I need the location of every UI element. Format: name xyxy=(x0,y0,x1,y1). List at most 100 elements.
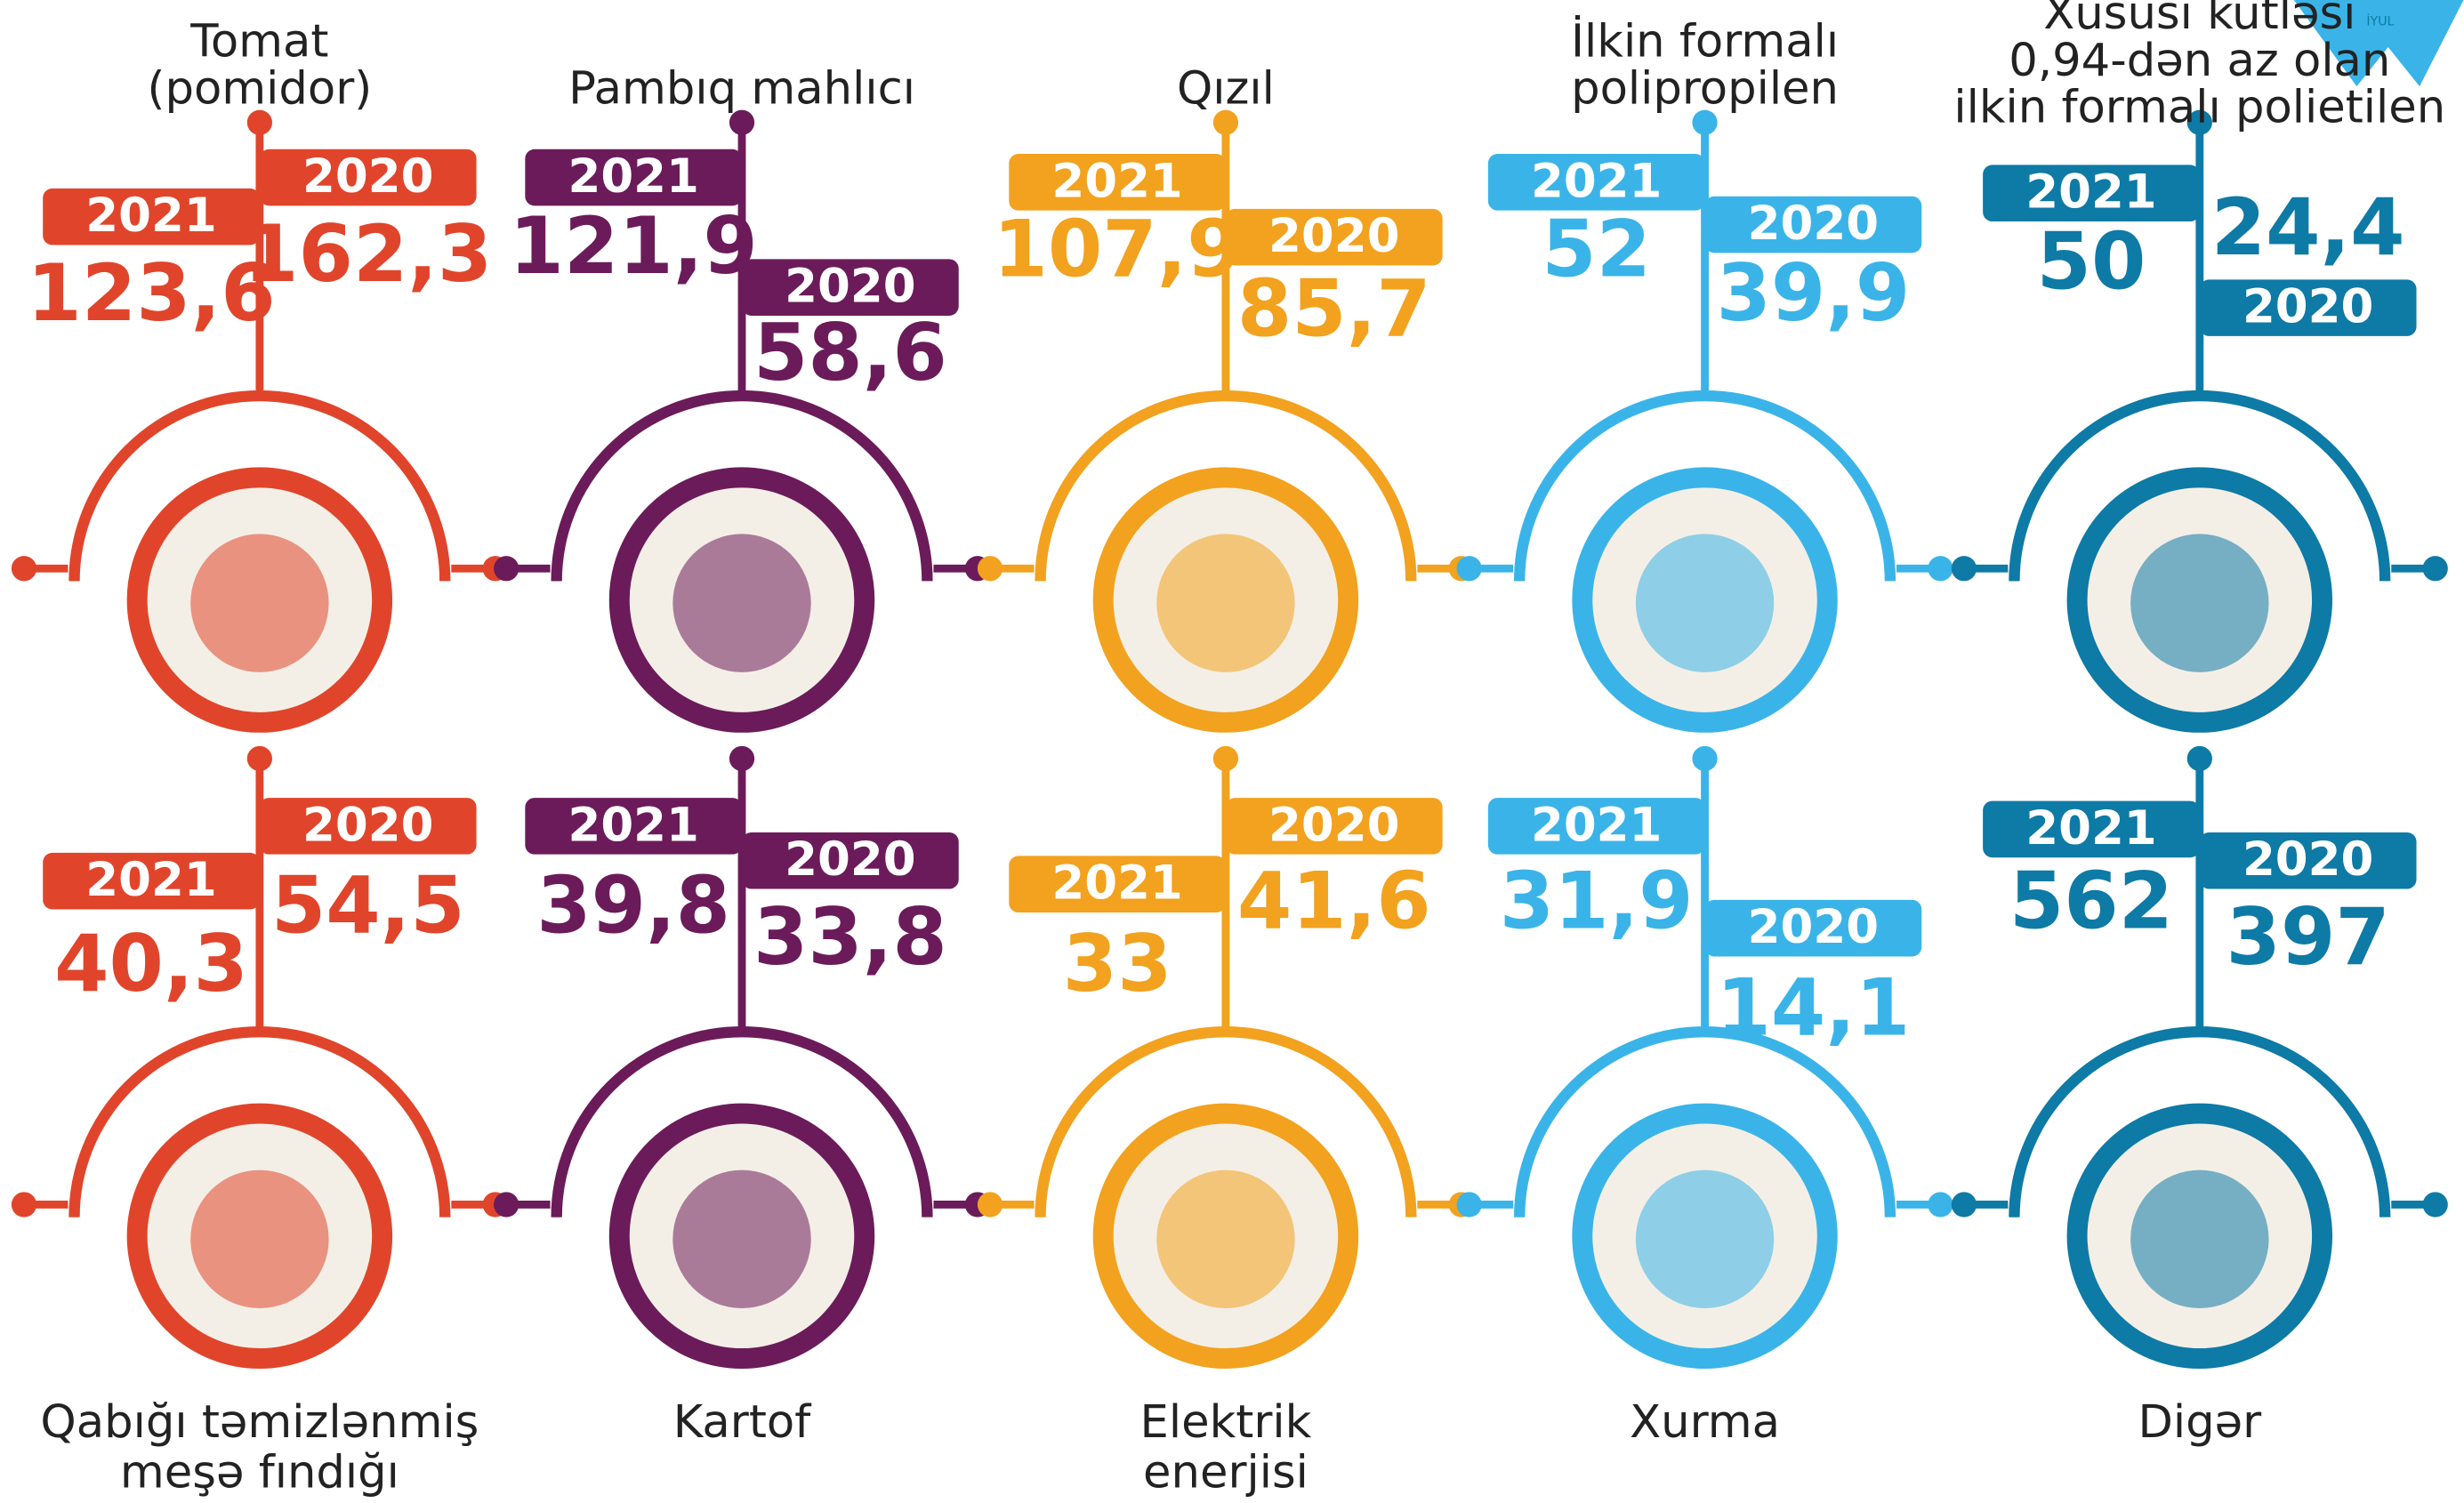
item-label: Qabığı təmizlənmiş xyxy=(40,1395,479,1449)
item-label: Elektrik xyxy=(1140,1395,1312,1449)
photo-subject xyxy=(1156,1169,1295,1309)
item-label: Kartof xyxy=(673,1395,812,1449)
value: 54,5 xyxy=(271,860,465,952)
year-box xyxy=(1225,208,1443,266)
year: 2020 xyxy=(1268,209,1399,263)
value: 107,9 xyxy=(993,203,1241,294)
year-box xyxy=(1009,856,1226,913)
stem-dot xyxy=(729,109,755,135)
value: 162,3 xyxy=(244,208,492,300)
photo-subject xyxy=(672,534,811,672)
photo-subject xyxy=(190,1169,329,1309)
year-box xyxy=(1704,899,1922,957)
year-box xyxy=(1487,154,1705,211)
value: 39,8 xyxy=(536,860,730,952)
item-label: Pambıq mahlıcı xyxy=(568,62,915,116)
year: 2020 xyxy=(302,798,433,852)
stem-dot xyxy=(729,745,755,772)
item-label: Xüsusi kütləsi xyxy=(2043,0,2355,40)
side-dot xyxy=(11,556,37,582)
arc xyxy=(1513,1026,1896,1218)
side-dot xyxy=(977,1192,1003,1218)
value: 397 xyxy=(2226,891,2390,983)
year: 2020 xyxy=(2243,280,2373,334)
value: 562 xyxy=(2009,855,2173,946)
item-label: Digər xyxy=(2138,1395,2262,1449)
year: 2020 xyxy=(302,149,433,204)
year: 2020 xyxy=(785,832,915,887)
value: 58,6 xyxy=(753,307,947,398)
year-box xyxy=(259,149,477,206)
year-box xyxy=(1487,798,1705,855)
year: 2020 xyxy=(785,260,915,314)
year-box xyxy=(525,798,743,855)
side-dot xyxy=(1951,556,1977,582)
photo-subject xyxy=(2130,1169,2269,1309)
year-box xyxy=(742,832,959,889)
photo-subject xyxy=(672,1169,811,1309)
arc xyxy=(68,1026,451,1218)
year: 2021 xyxy=(568,798,698,852)
side-dot xyxy=(1928,556,1953,582)
year: 2021 xyxy=(1051,856,1182,911)
ribbon xyxy=(2293,0,2464,87)
side-dot xyxy=(1928,1192,1953,1218)
year-box xyxy=(2199,279,2417,336)
stem-dot xyxy=(1692,745,1718,772)
photo-subject xyxy=(190,534,329,672)
value: 121,9 xyxy=(510,200,758,292)
arc xyxy=(2009,1026,2391,1218)
badge: İYUL xyxy=(2293,0,2464,87)
stem-dot xyxy=(1692,109,1718,135)
year-box xyxy=(525,149,743,206)
year-box xyxy=(259,798,477,855)
side-dot xyxy=(1951,1192,1977,1218)
value: 50 xyxy=(2037,216,2146,308)
item-label: İlkin formalı xyxy=(1571,14,1839,68)
year-box xyxy=(43,852,260,910)
stem-dot xyxy=(1212,109,1239,135)
arc xyxy=(551,390,933,582)
side-dot xyxy=(977,556,1003,582)
year-box xyxy=(1704,196,1922,253)
arc xyxy=(68,390,451,582)
item-label: (pomidor) xyxy=(148,62,373,116)
item-label: polipropilen xyxy=(1571,62,1839,116)
photo-subject xyxy=(1635,534,1775,672)
item-label: enerjisi xyxy=(1143,1445,1308,1499)
year: 2020 xyxy=(1268,798,1399,852)
value: 40,3 xyxy=(54,918,248,1009)
year: 2021 xyxy=(568,149,698,204)
year: 2021 xyxy=(85,853,216,907)
item-label: Qızıl xyxy=(1177,62,1275,116)
year-box xyxy=(742,259,959,316)
stem-dot xyxy=(246,745,273,772)
value: 52 xyxy=(1542,203,1651,294)
value: 14,1 xyxy=(1716,961,1910,1053)
arc xyxy=(551,1026,933,1218)
side-dot xyxy=(2422,556,2448,582)
stem-dot xyxy=(2186,109,2212,135)
year: 2021 xyxy=(2025,165,2156,220)
side-dot xyxy=(1456,1192,1482,1218)
side-dot xyxy=(11,1192,37,1218)
year: 2021 xyxy=(2025,801,2156,856)
value: 123,6 xyxy=(27,247,275,339)
year-box xyxy=(1983,800,2200,858)
item-label: Xurma xyxy=(1630,1395,1780,1449)
value: 39,9 xyxy=(1716,247,1910,339)
photo-subject xyxy=(1635,1169,1775,1309)
value: 41,6 xyxy=(1237,855,1431,946)
arc xyxy=(1513,390,1896,582)
year: 2020 xyxy=(1748,900,1879,954)
stem-dot xyxy=(2186,745,2212,772)
photo-subject xyxy=(2130,534,2269,672)
side-dot xyxy=(494,556,519,582)
year-box xyxy=(1225,798,1443,855)
